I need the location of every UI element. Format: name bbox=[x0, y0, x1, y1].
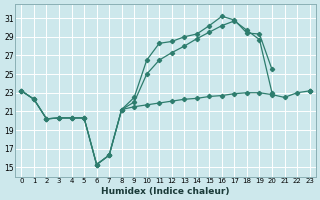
X-axis label: Humidex (Indice chaleur): Humidex (Indice chaleur) bbox=[101, 187, 230, 196]
